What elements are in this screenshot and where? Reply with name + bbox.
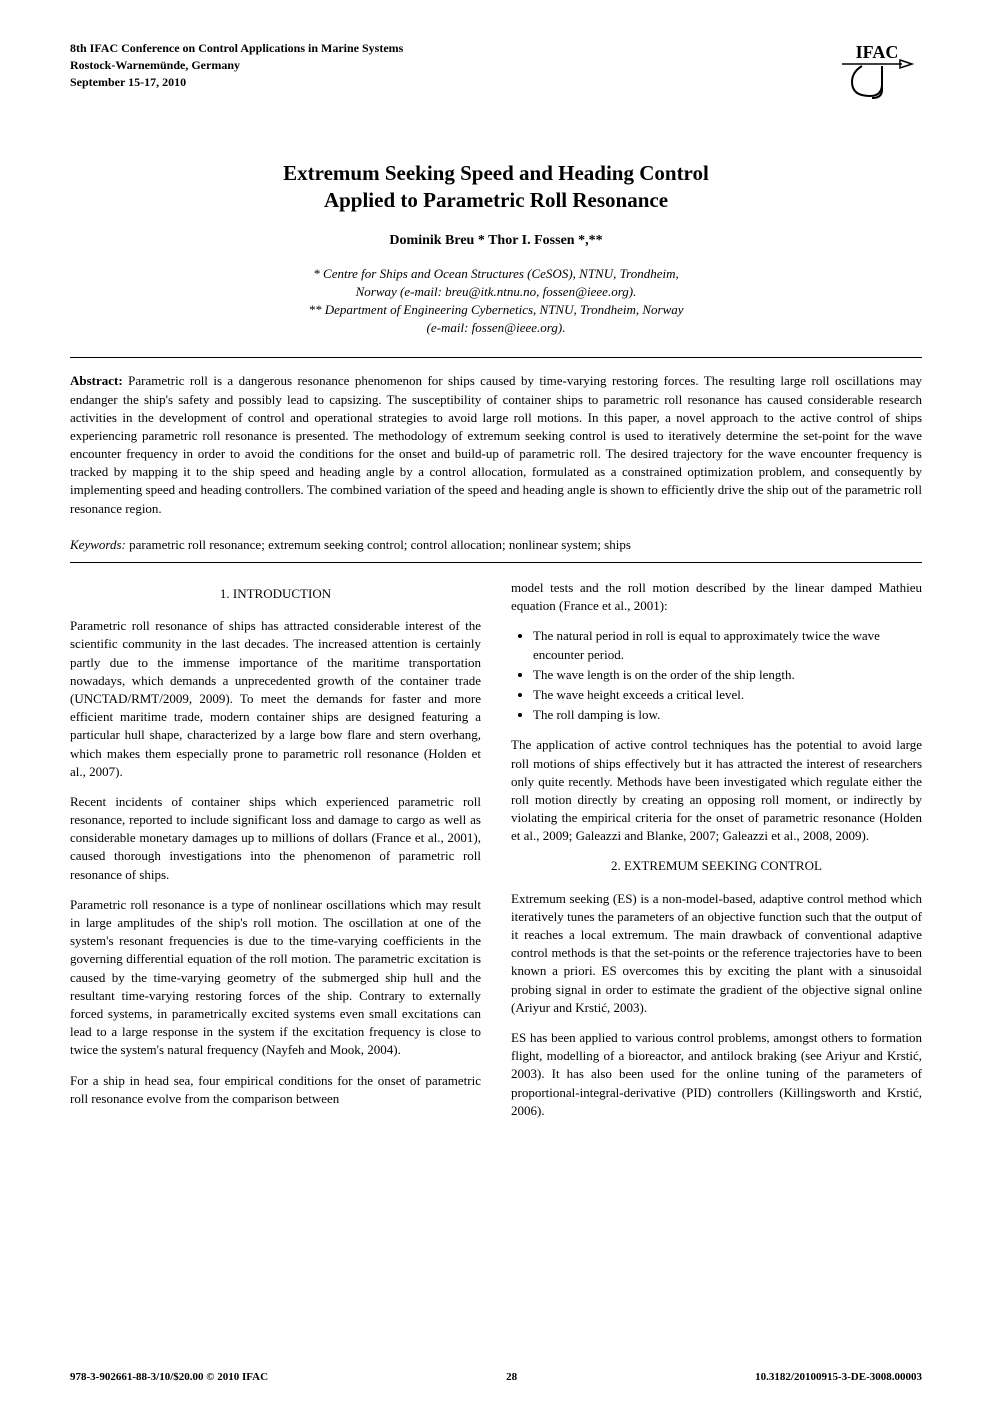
- paper-title: Extremum Seeking Speed and Heading Contr…: [70, 160, 922, 215]
- paragraph: Parametric roll resonance is a type of n…: [70, 896, 481, 1060]
- affil-line: ** Department of Engineering Cybernetics…: [70, 301, 922, 319]
- keywords: Keywords: parametric roll resonance; ext…: [70, 536, 922, 554]
- title-line: Applied to Parametric Roll Resonance: [70, 187, 922, 214]
- list-item: The roll damping is low.: [533, 706, 922, 724]
- conf-line: September 15-17, 2010: [70, 74, 403, 91]
- list-item: The natural period in roll is equal to a…: [533, 627, 922, 663]
- isbn-text: 978-3-902661-88-3/10/$20.00 © 2010 IFAC: [70, 1371, 268, 1383]
- divider: [70, 562, 922, 563]
- divider: [70, 357, 922, 358]
- paragraph: Extremum seeking (ES) is a non-model-bas…: [511, 890, 922, 1017]
- affil-line: Norway (e-mail: breu@itk.ntnu.no, fossen…: [70, 283, 922, 301]
- affil-line: * Centre for Ships and Ocean Structures …: [70, 265, 922, 283]
- page-header: 8th IFAC Conference on Control Applicati…: [70, 40, 922, 110]
- section-heading: 1. INTRODUCTION: [70, 585, 481, 603]
- abstract: Abstract: Parametric roll is a dangerous…: [70, 372, 922, 518]
- list-item: The wave length is on the order of the s…: [533, 666, 922, 684]
- title-line: Extremum Seeking Speed and Heading Contr…: [70, 160, 922, 187]
- affiliations: * Centre for Ships and Ocean Structures …: [70, 265, 922, 338]
- section-heading: 2. EXTREMUM SEEKING CONTROL: [511, 857, 922, 875]
- list-item: The wave height exceeds a critical level…: [533, 686, 922, 704]
- conference-info: 8th IFAC Conference on Control Applicati…: [70, 40, 403, 90]
- conf-line: Rostock-Warnemünde, Germany: [70, 57, 403, 74]
- paragraph: ES has been applied to various control p…: [511, 1029, 922, 1120]
- paragraph: The application of active control techni…: [511, 736, 922, 845]
- body-columns: 1. INTRODUCTION Parametric roll resonanc…: [70, 579, 922, 1132]
- right-column: model tests and the roll motion describe…: [511, 579, 922, 1132]
- paragraph: model tests and the roll motion describe…: [511, 579, 922, 615]
- authors: Dominik Breu * Thor I. Fossen *,**: [70, 233, 922, 249]
- page-footer: 978-3-902661-88-3/10/$20.00 © 2010 IFAC …: [70, 1371, 922, 1383]
- paragraph: For a ship in head sea, four empirical c…: [70, 1072, 481, 1108]
- bullet-list: The natural period in roll is equal to a…: [511, 627, 922, 724]
- affil-line: (e-mail: fossen@ieee.org).: [70, 319, 922, 337]
- page-number: 28: [506, 1371, 517, 1383]
- paragraph: Recent incidents of container ships whic…: [70, 793, 481, 884]
- paragraph: Parametric roll resonance of ships has a…: [70, 617, 481, 781]
- left-column: 1. INTRODUCTION Parametric roll resonanc…: [70, 579, 481, 1132]
- logo-text-svg: IFAC: [856, 42, 899, 62]
- doi-text: 10.3182/20100915-3-DE-3008.00003: [755, 1371, 922, 1383]
- keywords-label: Keywords:: [70, 537, 129, 552]
- conf-line: 8th IFAC Conference on Control Applicati…: [70, 40, 403, 57]
- abstract-label: Abstract:: [70, 373, 128, 388]
- ifac-logo: IFAC: [832, 40, 922, 110]
- abstract-text: Parametric roll is a dangerous resonance…: [70, 373, 922, 515]
- keywords-text: parametric roll resonance; extremum seek…: [129, 537, 631, 552]
